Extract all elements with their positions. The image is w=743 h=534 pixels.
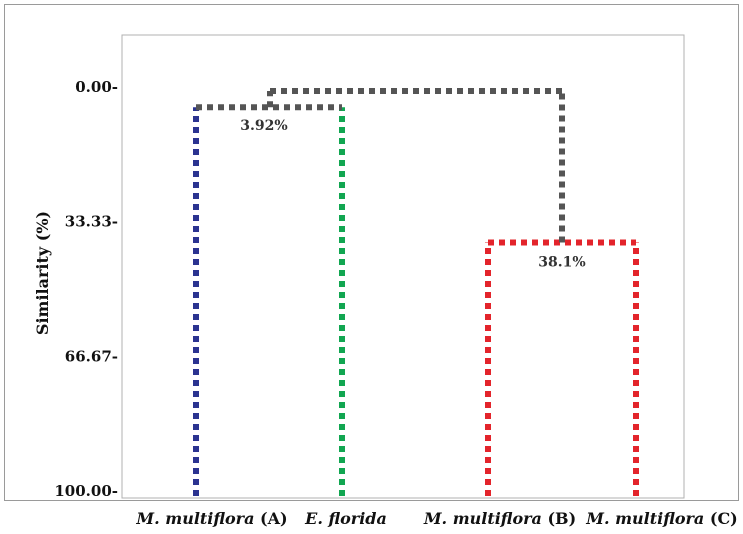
merge-annotations: 3.92% 38.1% <box>240 118 585 270</box>
y-tick-label: 33.33- <box>65 213 118 231</box>
y-tick-label: 100.00- <box>54 482 118 500</box>
leaf-label: M. multiflora (A) <box>135 509 287 528</box>
leaf-suffix: (C) <box>704 509 737 528</box>
leaf-suffix: (B) <box>542 509 576 528</box>
leaf-label: M. multiflora (B) <box>423 509 576 528</box>
leaf-suffix: (A) <box>254 509 287 528</box>
y-tick-label: 66.67- <box>65 347 118 365</box>
dendrogram-branches <box>193 88 639 496</box>
leaf-name: E. florida <box>304 509 387 528</box>
leaf-labels: M. multiflora (A) E. florida M. multiflora… <box>135 509 737 528</box>
leaf-label: E. florida <box>304 509 387 528</box>
y-tick-label: 0.00- <box>75 78 118 96</box>
plot-area <box>121 34 685 499</box>
leaf-name: M. multiflora <box>585 509 704 528</box>
plot-frame <box>4 4 739 501</box>
merge-label: 38.1% <box>538 255 585 271</box>
leaf-name: M. multiflora <box>135 509 254 528</box>
merge-label: 3.92% <box>240 118 287 134</box>
y-axis-label: Similarity (%) <box>33 211 52 335</box>
leaf-name: M. multiflora <box>423 509 542 528</box>
leaf-label: M. multiflora (C) <box>585 509 738 528</box>
y-axis-ticks: 0.00- 33.33- 66.67- 100.00- <box>54 78 118 500</box>
